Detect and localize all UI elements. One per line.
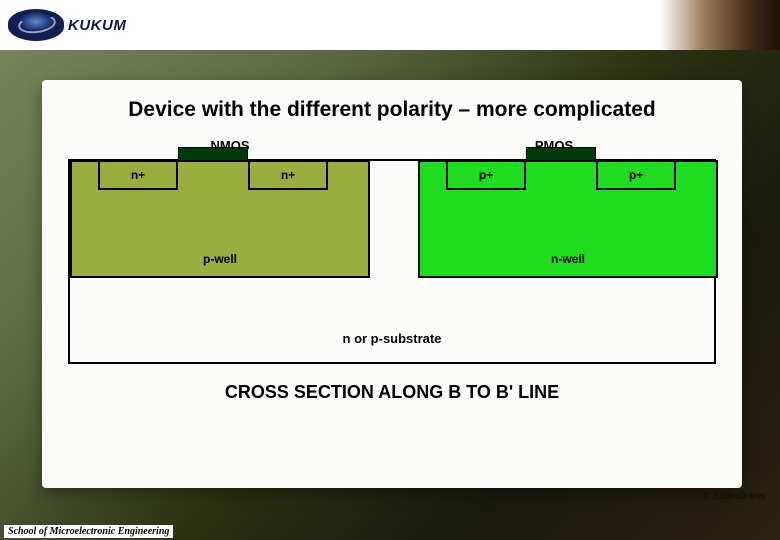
slide-title: Device with the different polarity – mor… (68, 98, 716, 122)
gate-stack-2 (526, 147, 596, 161)
device-labels-row: NMOS PMOS (68, 138, 716, 153)
doped-region-p2: p+ (596, 160, 676, 190)
doped-region-p1: p+ (446, 160, 526, 190)
well-label-pwell: p-well (203, 252, 237, 266)
footer-text: School of Microelectronic Engineering (4, 525, 173, 538)
substrate-label: n or p-substrate (343, 331, 442, 346)
watermark-text: © Sobindranai (702, 491, 766, 502)
content-card: Device with the different polarity – mor… (42, 80, 742, 488)
top-bar-corner-gradient (660, 0, 780, 50)
well-label-nwell: n-well (551, 252, 585, 266)
slide-root: KUKUM Device with the different polarity… (0, 0, 780, 540)
gate-stack-1 (178, 147, 248, 161)
doped-region-n2: n+ (248, 160, 328, 190)
top-bar: KUKUM (0, 0, 780, 50)
logo-swirl-icon (8, 9, 64, 41)
cross-section-diagram: n or p-substrate p-well n-well n+ n+ p+ p+ (68, 159, 716, 364)
doped-region-n1: n+ (98, 160, 178, 190)
diagram-caption: CROSS SECTION ALONG B TO B' LINE (68, 382, 716, 403)
logo-text: KUKUM (68, 17, 126, 34)
